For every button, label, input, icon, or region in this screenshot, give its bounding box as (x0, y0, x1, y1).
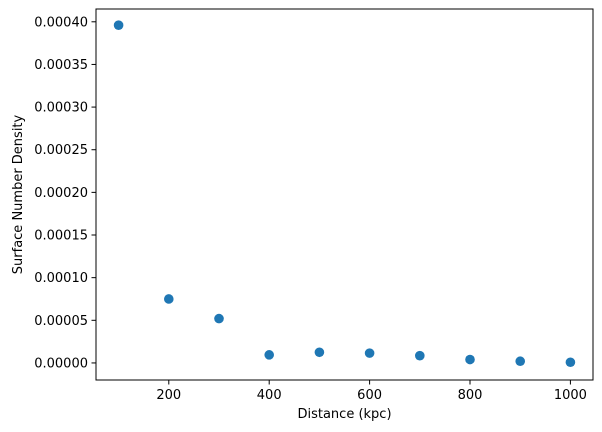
data-point (163, 294, 174, 304)
data-point (465, 354, 475, 365)
data-point (515, 356, 526, 367)
y-tick-label: 0.00030 (34, 101, 88, 116)
y-tick-label: 0.00035 (34, 58, 88, 73)
plot-area (96, 9, 593, 380)
data-point (314, 347, 325, 358)
y-axis-label: Surface Number Density (11, 114, 26, 274)
data-point (264, 350, 274, 360)
y-tick-label: 0.00025 (34, 143, 88, 158)
data-point (565, 357, 576, 368)
plot-frame (95, 8, 594, 381)
y-tick-label: 0.00040 (34, 15, 88, 30)
data-point (214, 313, 224, 324)
y-tick-label: 0.00000 (34, 356, 88, 371)
x-tick-label: 200 (156, 388, 181, 403)
y-tick-label: 0.00015 (34, 229, 88, 244)
x-tick-label: 800 (458, 388, 483, 403)
x-tick-label: 1000 (554, 388, 587, 403)
x-tick-label: 600 (357, 388, 382, 403)
data-points (113, 20, 576, 368)
x-tick-label: 400 (257, 388, 282, 403)
y-axis-ticks: 0.00000 0.00005 0.00010 0.00015 0.00020 0.000… (34, 15, 96, 371)
data-point (113, 20, 124, 31)
data-point (415, 350, 425, 361)
y-tick-label: 0.00010 (34, 271, 88, 286)
x-axis-label: Distance (kpc) (297, 407, 391, 422)
x-axis-ticks: 200 400 600 800 1000 (156, 380, 587, 403)
y-tick-label: 0.00020 (34, 186, 88, 201)
y-tick-label: 0.00005 (34, 314, 88, 329)
data-point (364, 348, 375, 358)
